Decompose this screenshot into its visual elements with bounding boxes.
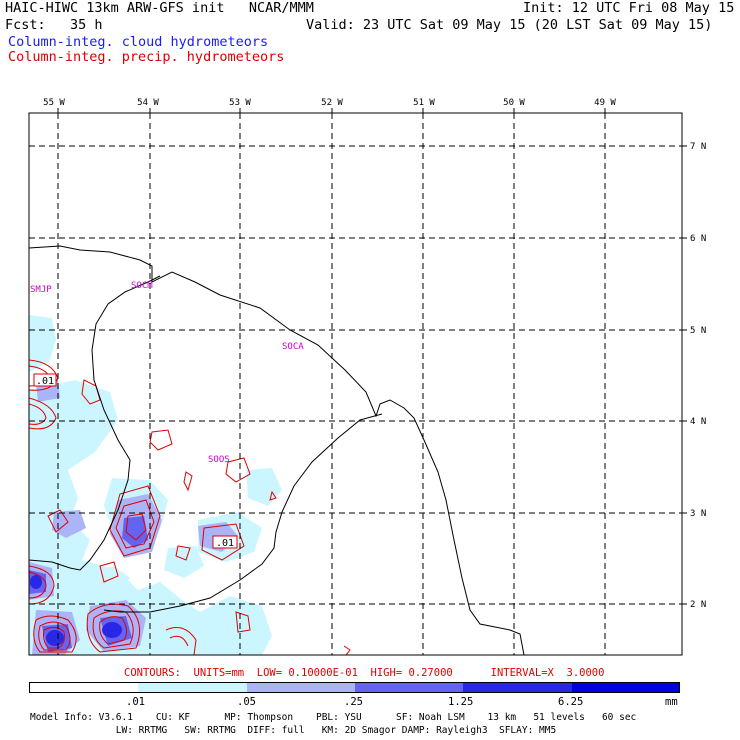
lon-label-52w: 52 W [321,98,343,108]
lon-label-55w: 55 W [43,98,65,108]
lon-label-49w: 49 W [594,98,616,108]
lon-label-54w: 54 W [137,98,159,108]
legend-cloud-hydrometeors: Column-integ. cloud hydrometeors [8,34,269,50]
hydrometeor-fields [29,315,351,655]
contour-label-box-2 [212,535,238,549]
lon-label-51w: 51 W [413,98,435,108]
precip-contours [29,359,351,655]
lat-label-6n: 6 N [690,234,706,244]
init-time: Init: 12 UTC Fri 08 May 15 [523,0,735,16]
lat-label-4n: 4 N [690,417,706,427]
station-soos: SOOS [208,455,230,465]
lat-label-3n: 3 N [690,509,706,519]
colorbar-tick-0.01: .01 [126,696,145,708]
model-info-line1: Model Info: V3.6.1 CU: KF MP: Thompson P… [30,712,637,723]
valid-time: Valid: 23 UTC Sat 09 May 15 (20 LST Sat … [306,17,713,33]
lat-label-2n: 2 N [690,600,706,610]
colorbar-tick-1.25: 1.25 [448,696,474,708]
station-soca: SOCA [282,342,304,352]
contour-label-2: .01 [216,538,234,549]
colorbar-bin-1 [138,682,247,693]
station-smjp: SMJP [30,285,52,295]
contour-label-box-1 [33,373,57,387]
cloud-deep-fill [30,575,122,646]
contour-label-1: .01 [36,376,54,387]
contour-label-group: .01 .01 [33,373,238,549]
map-frame [28,112,683,656]
lat-label-5n: 5 N [690,326,706,336]
station-socm: SOCM [131,281,153,291]
contour-info: CONTOURS: UNITS=mm LOW= 0.10000E-01 HIGH… [124,667,605,679]
colorbar-bin-5 [572,682,680,693]
colorbar-bin-2 [247,682,355,693]
coastline-borders [29,245,525,655]
colorbar-tick-6.25: 6.25 [558,696,584,708]
lon-label-50w: 50 W [503,98,525,108]
colorbar-bin-0 [29,682,138,693]
lat-label-7n: 7 N [690,142,706,152]
lon-label-53w: 53 W [229,98,251,108]
lat-lon-grid [29,113,682,655]
colorbar-tick-0.25: .25 [344,696,363,708]
colorbar-bin-4 [463,682,572,693]
legend-precip-hydrometeors: Column-integ. precip. hydrometeors [8,49,285,65]
colorbar-tick-0.05: .05 [237,696,256,708]
plot-title: HAIC-HIWC 13km ARW-GFS init NCAR/MMM [5,0,314,16]
colorbar-unit: mm [665,696,678,708]
axis-ticks [57,108,687,605]
forecast-hour: Fcst: 35 h [5,17,103,33]
colorbar-bin-3 [355,682,463,693]
model-info-line2: LW: RRTMG SW: RRTMG DIFF: full KM: 2D Sm… [30,725,557,736]
